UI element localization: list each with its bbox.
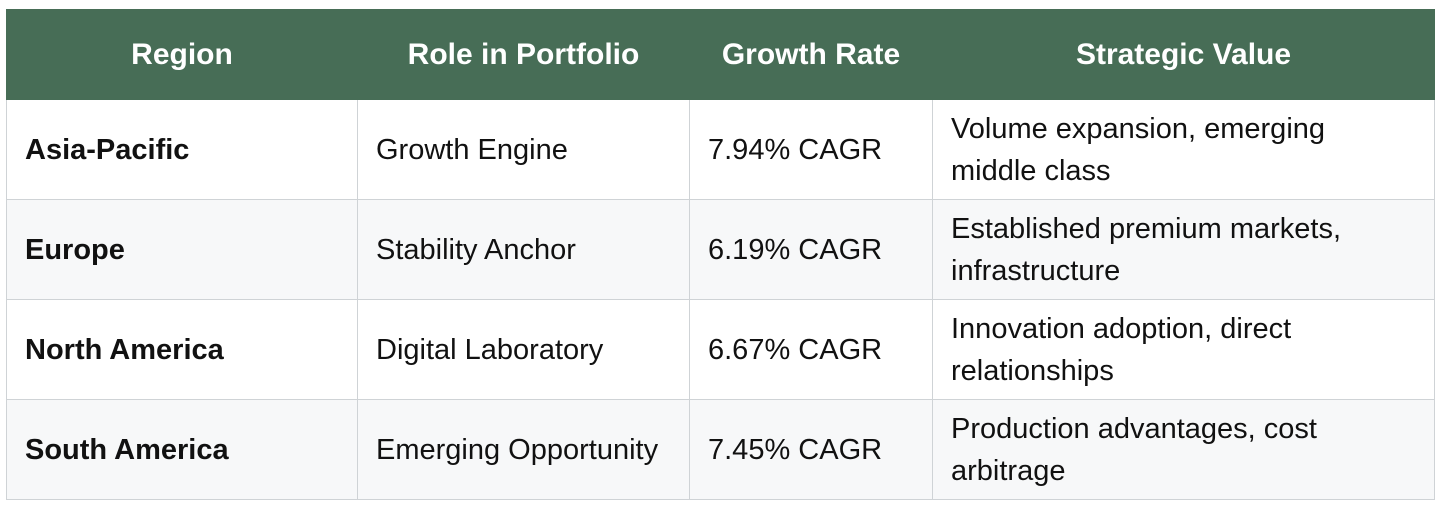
table-body: Asia-Pacific Growth Engine 7.94% CAGR Vo… [6, 99, 1435, 500]
cell-strategic-value: Innovation adoption, direct relationship… [932, 299, 1435, 400]
table-row: Asia-Pacific Growth Engine 7.94% CAGR Vo… [6, 99, 1435, 200]
header-growth-rate: Growth Rate [689, 9, 933, 100]
cell-region: Europe [6, 199, 358, 300]
table-row: South America Emerging Opportunity 7.45%… [6, 399, 1435, 500]
header-region: Region [6, 9, 358, 100]
header-row: Region Role in Portfolio Growth Rate Str… [6, 9, 1435, 100]
region-table-container: Region Role in Portfolio Growth Rate Str… [6, 9, 1435, 500]
table-header: Region Role in Portfolio Growth Rate Str… [6, 9, 1435, 100]
cell-growth-rate: 6.19% CAGR [689, 199, 933, 300]
table-row: Europe Stability Anchor 6.19% CAGR Estab… [6, 199, 1435, 300]
cell-growth-rate: 7.45% CAGR [689, 399, 933, 500]
cell-region: Asia-Pacific [6, 99, 358, 200]
cell-region: South America [6, 399, 358, 500]
cell-strategic-value: Established premium markets, infrastruct… [932, 199, 1435, 300]
cell-growth-rate: 7.94% CAGR [689, 99, 933, 200]
header-strategic-value: Strategic Value [932, 9, 1435, 100]
cell-region: North America [6, 299, 358, 400]
cell-role: Growth Engine [357, 99, 690, 200]
cell-role: Stability Anchor [357, 199, 690, 300]
cell-strategic-value: Volume expansion, emerging middle class [932, 99, 1435, 200]
cell-strategic-value: Production advantages, cost arbitrage [932, 399, 1435, 500]
region-portfolio-table: Region Role in Portfolio Growth Rate Str… [6, 9, 1435, 500]
cell-role: Digital Laboratory [357, 299, 690, 400]
table-row: North America Digital Laboratory 6.67% C… [6, 299, 1435, 400]
header-role: Role in Portfolio [357, 9, 690, 100]
cell-role: Emerging Opportunity [357, 399, 690, 500]
cell-growth-rate: 6.67% CAGR [689, 299, 933, 400]
